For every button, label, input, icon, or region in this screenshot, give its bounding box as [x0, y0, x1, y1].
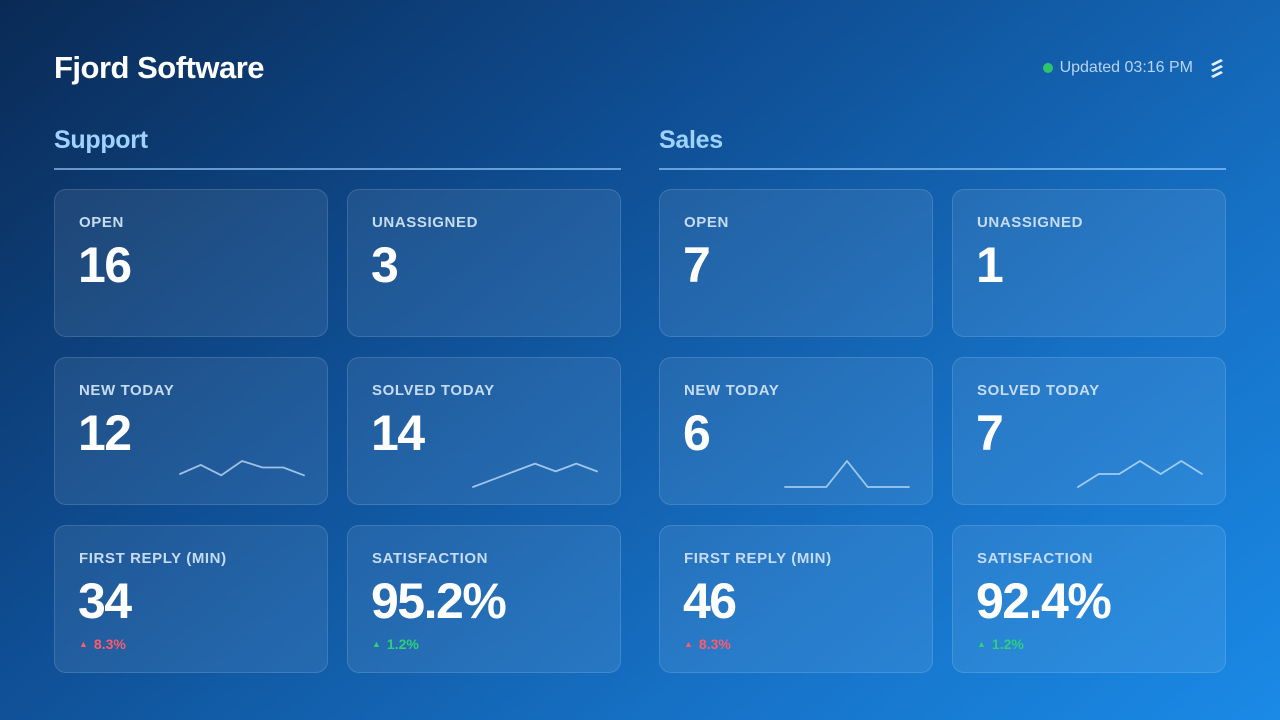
metric-delta: ▲ 1.2% [977, 636, 1024, 652]
metric-label: NEW TODAY [684, 382, 780, 399]
metric-value: 3 [371, 237, 399, 293]
delta-value: 1.2% [386, 636, 419, 652]
sales-first-reply-card[interactable]: FIRST REPLY (MIN) 46 ▲ 8.3% [659, 525, 933, 673]
metric-value: 46 [683, 573, 737, 629]
support-metrics-grid: OPEN 16 UNASSIGNED 3 NEW TODAY 12 SOLVED… [54, 189, 621, 673]
metric-value: 12 [78, 405, 132, 461]
metric-value: 6 [683, 405, 711, 461]
metric-delta: ▲ 1.2% [372, 636, 419, 652]
metric-label: UNASSIGNED [372, 214, 479, 231]
section-title-support: Support [54, 126, 148, 154]
trend-sparkline [784, 460, 910, 488]
stacked-stripes-logo-icon [1211, 59, 1223, 78]
metric-value: 95.2% [371, 573, 507, 629]
metric-value: 7 [976, 405, 1004, 461]
trend-sparkline [1077, 460, 1203, 488]
triangle-up-icon: ▲ [79, 639, 88, 649]
section-divider [54, 168, 621, 170]
sales-satisfaction-card[interactable]: SATISFACTION 92.4% ▲ 1.2% [952, 525, 1226, 673]
metric-delta: ▲ 8.3% [684, 636, 731, 652]
company-name: Fjord Software [54, 50, 265, 85]
sparkline-path [472, 462, 598, 488]
metric-value: 7 [683, 237, 711, 293]
sales-new-today-card[interactable]: NEW TODAY 6 [659, 357, 933, 505]
updated-time: Updated 03:16 PM [1059, 59, 1193, 76]
metric-label: NEW TODAY [79, 382, 175, 399]
support-satisfaction-card[interactable]: SATISFACTION 95.2% ▲ 1.2% [347, 525, 621, 673]
triangle-up-icon: ▲ [684, 639, 693, 649]
section-divider [659, 168, 1226, 170]
support-section: Support OPEN 16 UNASSIGNED 3 NEW TODAY 1… [54, 120, 621, 673]
section-title-sales: Sales [659, 126, 723, 154]
metric-value: 34 [78, 573, 132, 629]
trend-sparkline [472, 462, 598, 488]
delta-value: 1.2% [991, 636, 1024, 652]
metric-delta: ▲ 8.3% [79, 636, 126, 652]
sales-metrics-grid: OPEN 7 UNASSIGNED 1 NEW TODAY 6 SOLVED T… [659, 189, 1226, 673]
metric-value: 16 [78, 237, 132, 293]
support-solved-today-card[interactable]: SOLVED TODAY 14 [347, 357, 621, 505]
header: Fjord Software Updated 03:16 PM [54, 48, 1226, 88]
sales-solved-today-card[interactable]: SOLVED TODAY 7 [952, 357, 1226, 505]
support-first-reply-card[interactable]: FIRST REPLY (MIN) 34 ▲ 8.3% [54, 525, 328, 673]
trend-sparkline [179, 460, 305, 477]
metric-value: 92.4% [976, 573, 1112, 629]
support-new-today-card[interactable]: NEW TODAY 12 [54, 357, 328, 505]
metric-label: OPEN [684, 214, 729, 231]
support-open-card[interactable]: OPEN 16 [54, 189, 328, 337]
sparkline-path [784, 460, 910, 488]
delta-value: 8.3% [698, 636, 731, 652]
metric-label: FIRST REPLY (MIN) [684, 550, 832, 567]
metric-label: SATISFACTION [977, 550, 1094, 567]
metric-label: UNASSIGNED [977, 214, 1084, 231]
support-unassigned-card[interactable]: UNASSIGNED 3 [347, 189, 621, 337]
metric-label: SOLVED TODAY [372, 382, 495, 399]
live-status-dot [1042, 63, 1053, 73]
metric-value: 1 [976, 237, 1004, 293]
metric-label: FIRST REPLY (MIN) [79, 550, 227, 567]
metric-label: SATISFACTION [372, 550, 489, 567]
delta-value: 8.3% [93, 636, 126, 652]
metric-label: OPEN [79, 214, 124, 231]
sparkline-path [1077, 460, 1203, 488]
update-status: Updated 03:16 PM [1042, 58, 1226, 78]
sales-unassigned-card[interactable]: UNASSIGNED 1 [952, 189, 1226, 337]
triangle-up-icon: ▲ [977, 639, 986, 649]
triangle-up-icon: ▲ [372, 639, 381, 649]
metric-value: 14 [371, 405, 425, 461]
sales-section: Sales OPEN 7 UNASSIGNED 1 NEW TODAY 6 SO… [659, 120, 1226, 673]
metric-label: SOLVED TODAY [977, 382, 1100, 399]
sales-open-card[interactable]: OPEN 7 [659, 189, 933, 337]
sparkline-path [179, 460, 305, 477]
